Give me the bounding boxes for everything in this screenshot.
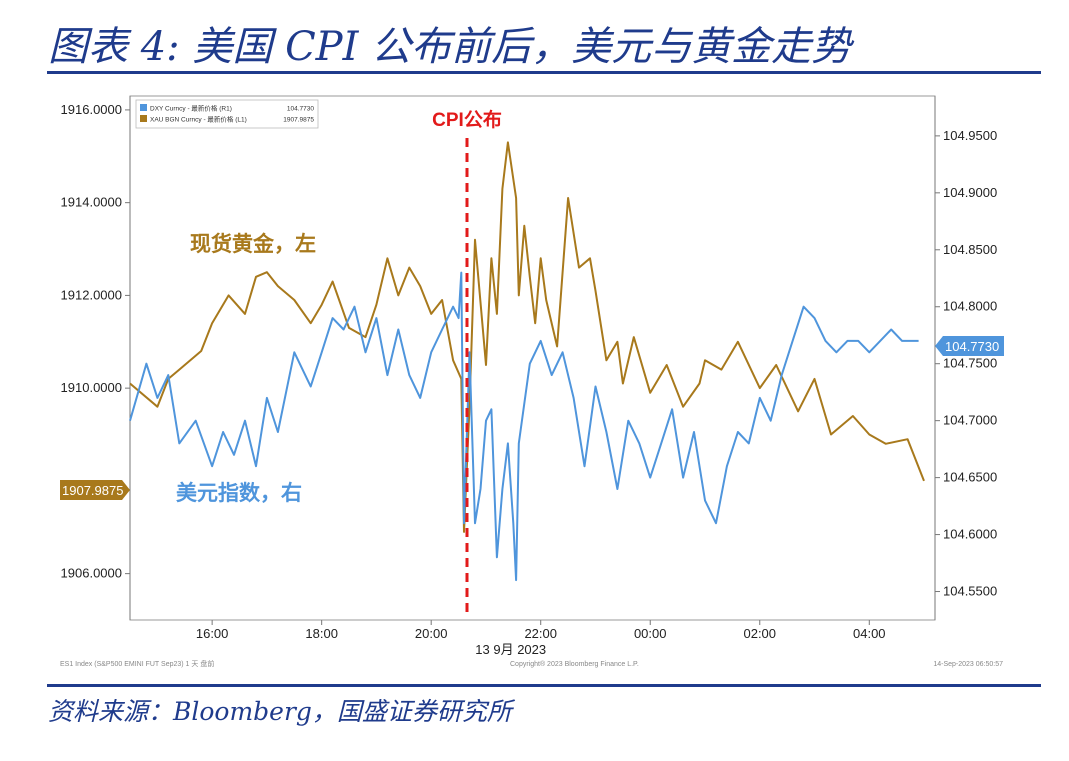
source-note: 资料来源：Bloomberg，国盛证券研究所 — [48, 697, 512, 726]
right-tick-label: 104.7000 — [943, 413, 997, 428]
legend-label-dxy: DXY Curncy - 最新价格 (R1) — [150, 104, 232, 113]
left-tick-label: 1910.0000 — [61, 380, 122, 395]
last-value-tag-dxy-text: 104.7730 — [945, 339, 999, 354]
left-tick-label: 1916.0000 — [61, 102, 122, 117]
x-axis: 16:00 18:00 20:00 22:00 00:00 02:00 04:00 13 9月… — [196, 620, 886, 657]
legend: DXY Curncy - 最新价格 (R1) 104.7730 XAU BGN … — [135, 99, 319, 129]
last-value-tag-gold: 1907.9875 — [60, 480, 130, 500]
right-tick-label: 104.9000 — [943, 185, 997, 200]
legend-value-gold: 1907.9875 — [283, 117, 314, 124]
left-tick-label: 1906.0000 — [61, 566, 122, 581]
right-tick-label: 104.7500 — [943, 356, 997, 371]
x-tick-label: 20:00 — [415, 626, 448, 641]
legend-value-dxy: 104.7730 — [287, 106, 314, 113]
legend-swatch-dxy — [140, 104, 147, 111]
x-tick-label: 22:00 — [524, 626, 557, 641]
annotation-gold: 现货黄金，左 — [190, 232, 316, 256]
right-tick-label: 104.8000 — [943, 299, 997, 314]
last-value-tag-dxy: 104.7730 — [935, 336, 1004, 356]
dxy-series-line — [129, 271, 919, 582]
right-tick-label: 104.5500 — [943, 584, 997, 599]
right-tick-label: 104.9500 — [943, 128, 997, 143]
footer-right: 14-Sep-2023 06:50:57 — [933, 661, 1003, 668]
x-tick-label: 16:00 — [196, 626, 229, 641]
figure-title: 图表 4: 美国 CPI 公布前后，美元与黄金走势 — [48, 24, 852, 70]
series-layer — [129, 141, 925, 582]
x-date-label: 13 9月 2023 — [475, 642, 546, 657]
cpi-event-label: CPI公布 — [432, 108, 502, 131]
title-divider — [47, 71, 1041, 74]
gold-series-line — [129, 141, 925, 533]
x-tick-label: 04:00 — [853, 626, 886, 641]
left-axis: 1906.0000 1910.0000 1912.0000 1914.0000 1916… — [61, 96, 131, 620]
footer-center: Copyright® 2023 Bloomberg Finance L.P. — [510, 660, 639, 668]
right-axis: 104.5500 104.6000 104.6500 104.7000 104.7500… — [934, 96, 997, 620]
left-tick-label: 1914.0000 — [61, 195, 122, 210]
source-divider — [47, 684, 1041, 687]
footer-left: ES1 Index (S&P500 EMINI FUT Sep23) 1 天 盘… — [60, 659, 214, 668]
right-tick-label: 104.6500 — [943, 470, 997, 485]
left-tick-label: 1912.0000 — [61, 287, 122, 302]
legend-label-gold: XAU BGN Curncy - 最新价格 (L1) — [150, 115, 247, 124]
annotation-dxy: 美元指数，右 — [176, 481, 302, 505]
legend-box — [135, 99, 319, 129]
last-value-tag-gold-text: 1907.9875 — [62, 483, 123, 498]
legend-swatch-gold — [140, 115, 147, 122]
right-tick-label: 104.6000 — [943, 527, 997, 542]
x-tick-label: 18:00 — [305, 626, 338, 641]
x-tick-label: 00:00 — [634, 626, 667, 641]
x-tick-label: 02:00 — [743, 626, 776, 641]
right-tick-label: 104.8500 — [943, 242, 997, 257]
